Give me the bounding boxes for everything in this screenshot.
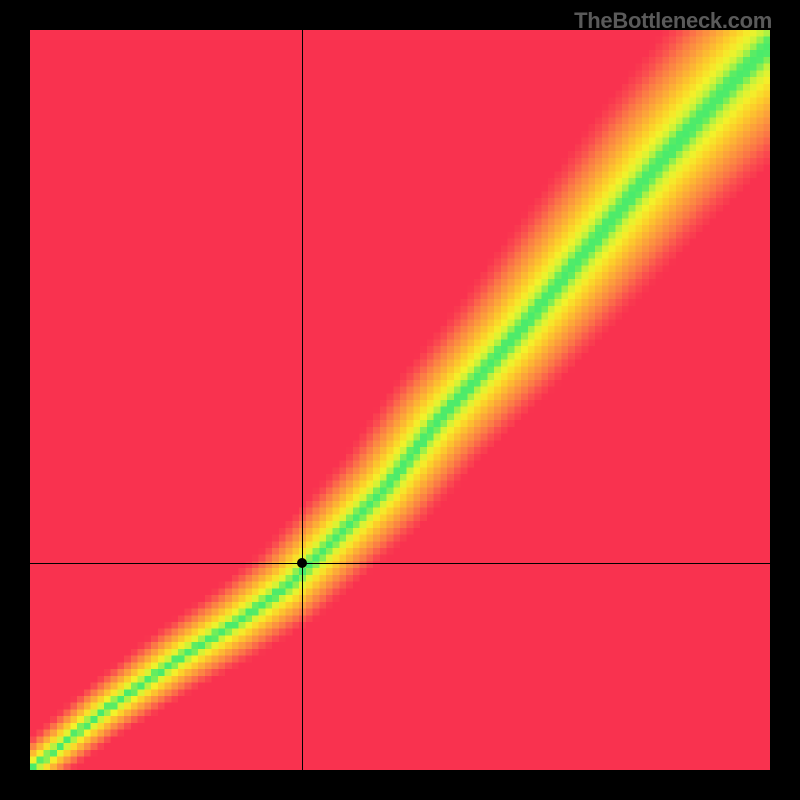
crosshair-horizontal-line [30,563,770,564]
heatmap-canvas-wrap [30,30,770,770]
crosshair-marker-dot [297,558,307,568]
crosshair-vertical-line [302,30,303,770]
heatmap-canvas [30,30,770,770]
watermark-text: TheBottleneck.com [574,8,772,34]
bottleneck-heatmap-chart [30,30,770,770]
